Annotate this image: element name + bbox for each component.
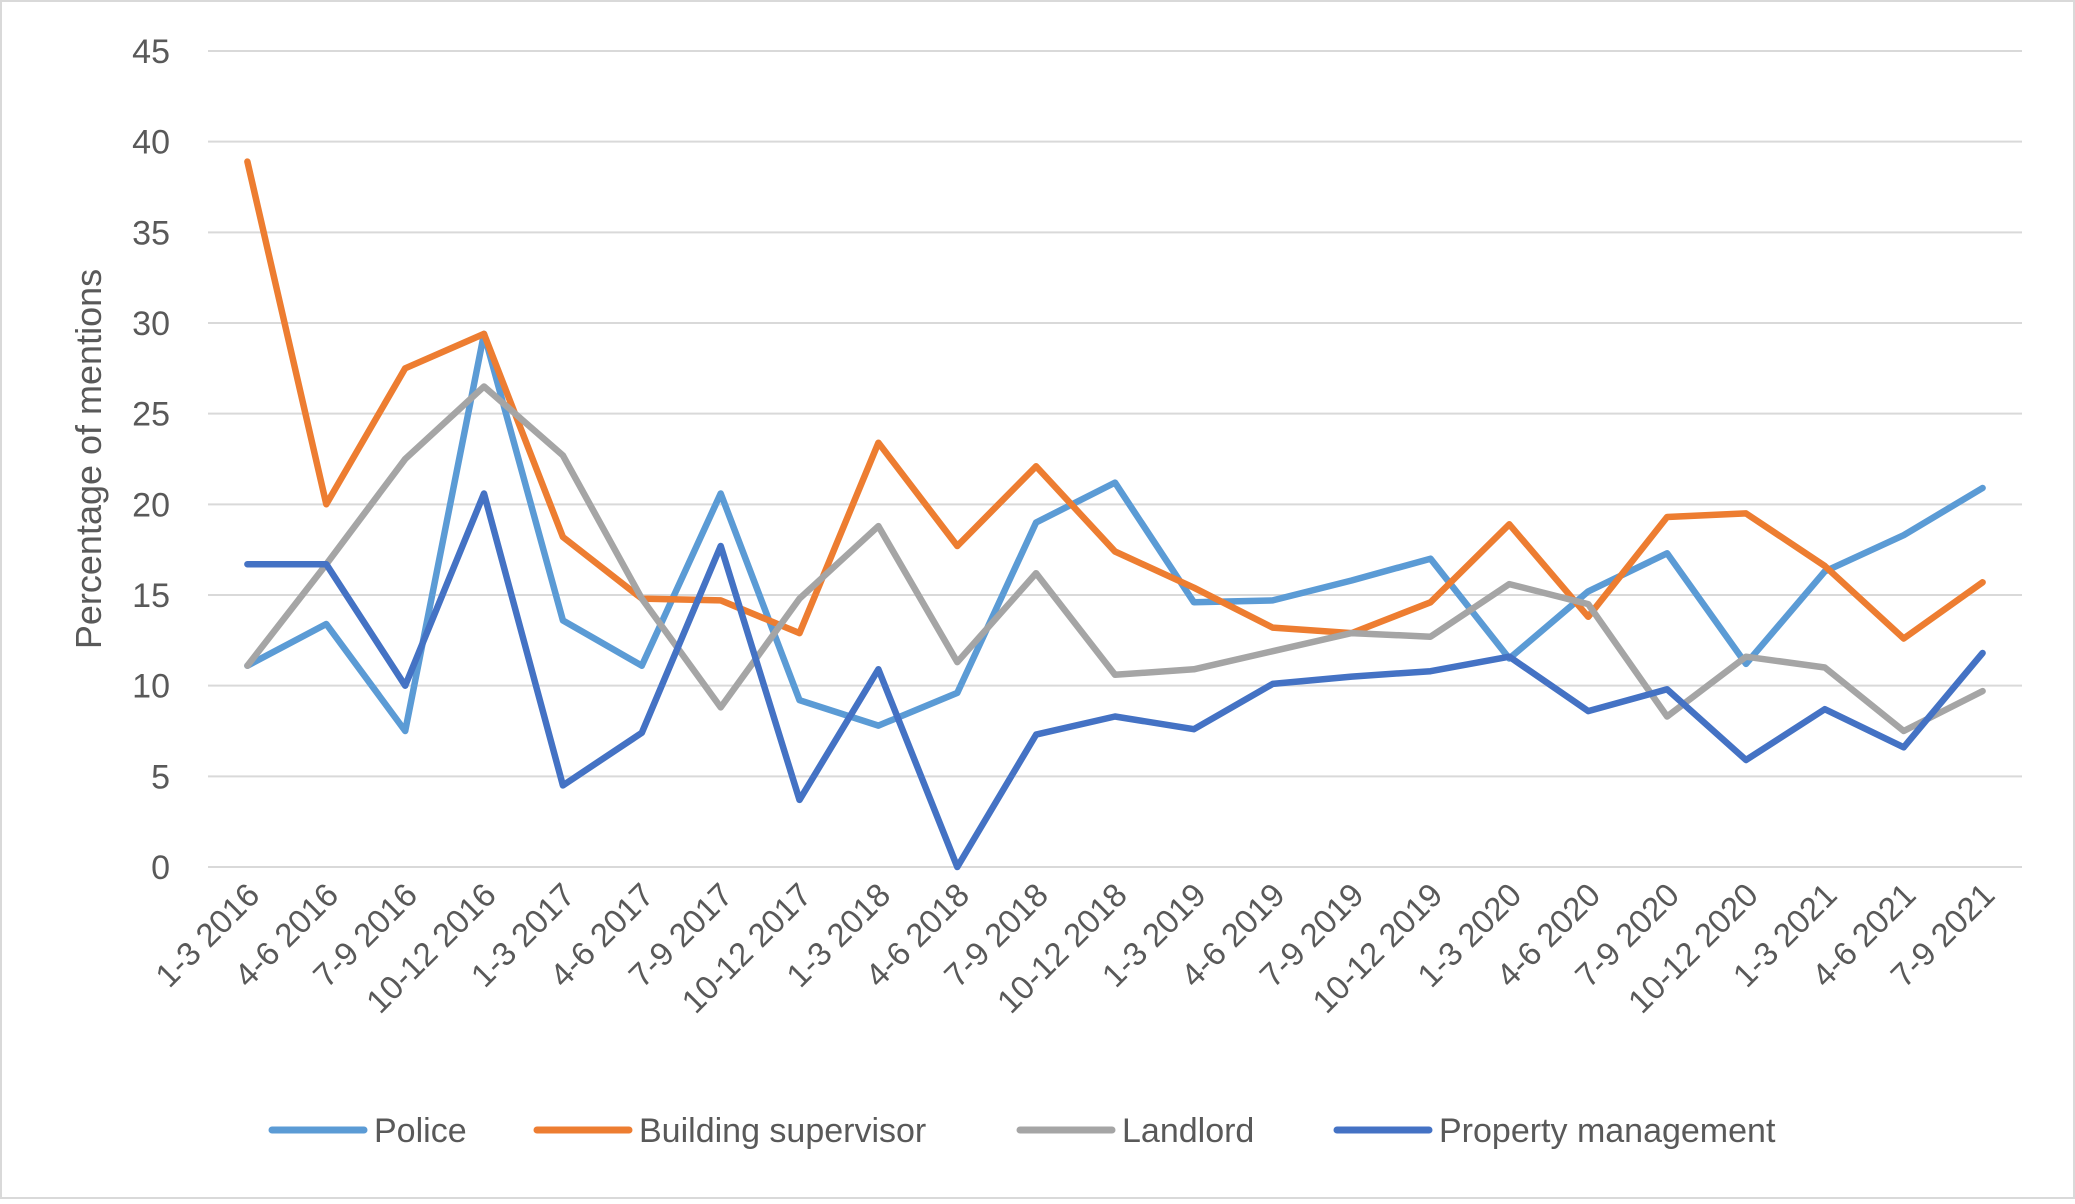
legend-label: Landlord: [1122, 1112, 1254, 1150]
legend: Police Building supervisor Landlord Propert…: [268, 1112, 1776, 1150]
y-tick-label: 10: [132, 668, 170, 706]
series-line-building-supervisor: [244, 158, 1986, 642]
y-tick-label: 5: [151, 758, 170, 796]
legend-label: Building supervisor: [639, 1112, 926, 1150]
y-axis-label: Percentage of mentions: [68, 269, 109, 649]
series-line-property-management: [244, 490, 1986, 871]
y-tick-label: 30: [132, 305, 170, 343]
y-tick-label: 25: [132, 396, 170, 434]
y-tick-label: 20: [132, 486, 170, 524]
series-line-police: [244, 330, 1986, 735]
legend-label: Property management: [1439, 1112, 1776, 1150]
series-lines: [244, 158, 1986, 871]
legend-label: Police: [374, 1112, 467, 1150]
series-line-landlord: [244, 383, 1986, 735]
y-tick-label: 40: [132, 124, 170, 162]
y-tick-label: 45: [132, 33, 170, 71]
y-tick-label: 35: [132, 214, 170, 252]
y-tick-label: 0: [151, 849, 170, 887]
y-axis-ticks: 0 5 10 15 20 25 30 35 40 45: [132, 33, 170, 887]
y-tick-label: 15: [132, 577, 170, 615]
